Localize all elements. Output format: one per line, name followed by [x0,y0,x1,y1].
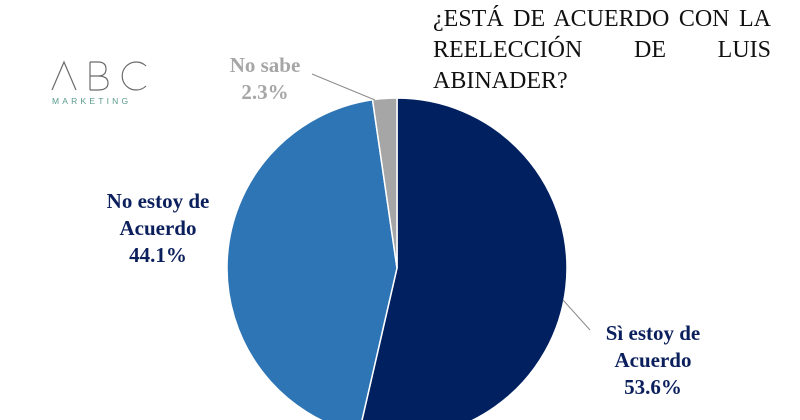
slice-label-no-sabe: No sabe 2.3% [229,53,301,104]
slice-no-acuerdo [226,98,398,420]
slice-no-sabe [371,97,398,269]
slice-label-no-acuerdo: No estoy de Acuerdo 44.1% [106,189,210,267]
abc-logo-mark [51,60,147,91]
slice-label-si-acuerdo: Sì estoy de Acuerdo 53.6% [605,321,701,399]
logo-subtitle: MARKETING [52,96,132,106]
chart-title: ¿ESTÁ DE ACUERDO CON LA REELECCIÓN DE LU… [433,6,771,94]
leader-line-no-sabe [311,73,376,101]
slice-si-acuerdo [361,97,568,420]
leader-line-si-acuerdo [562,299,591,331]
